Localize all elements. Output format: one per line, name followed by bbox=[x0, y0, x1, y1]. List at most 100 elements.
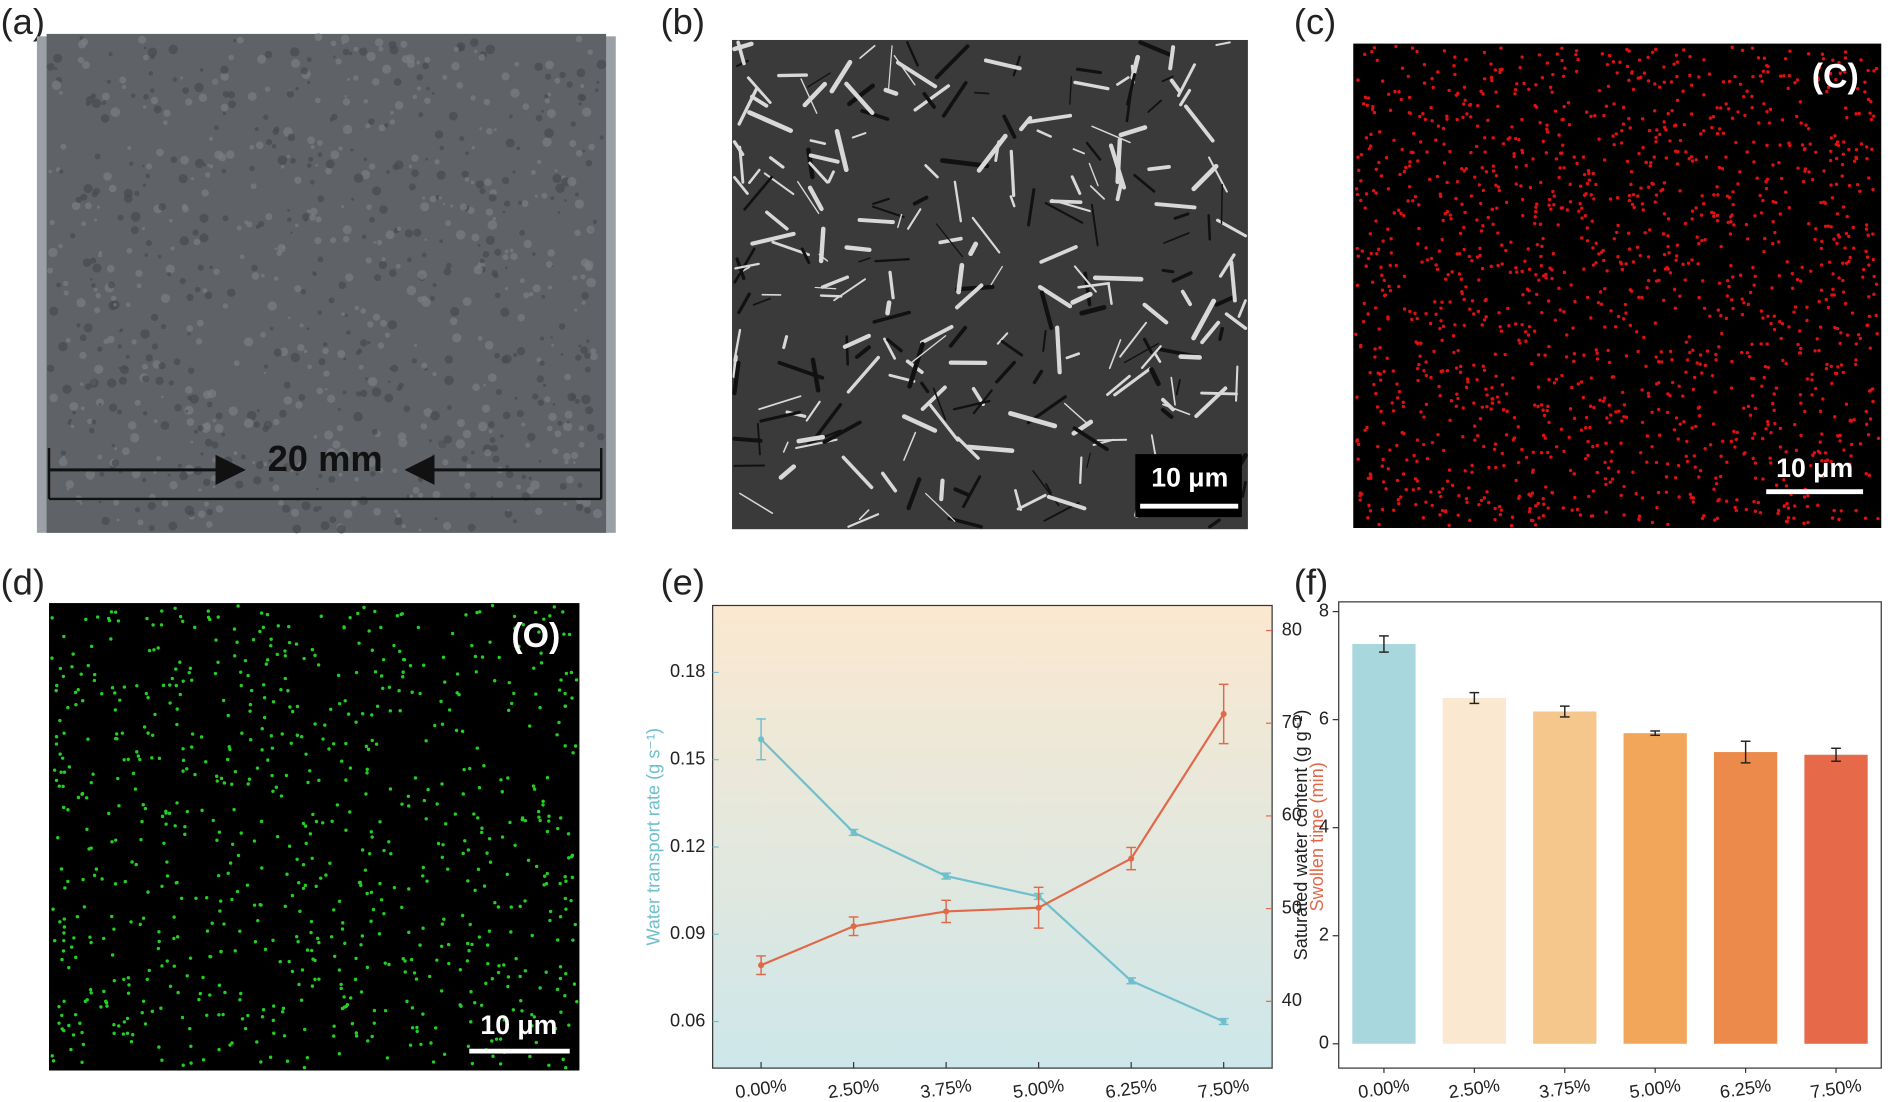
eds-dot bbox=[1437, 384, 1441, 389]
texture bbox=[173, 358, 181, 366]
eds-dot bbox=[178, 660, 182, 664]
eds-dot bbox=[70, 665, 74, 669]
texture bbox=[79, 382, 84, 386]
texture bbox=[123, 365, 127, 370]
eds-dot bbox=[405, 999, 409, 1004]
eds-dot bbox=[460, 729, 465, 734]
eds-dot bbox=[1751, 436, 1755, 440]
eds-dot bbox=[469, 1020, 473, 1024]
eds-dot bbox=[1694, 424, 1698, 429]
texture bbox=[395, 263, 401, 269]
eds-dot bbox=[1388, 263, 1392, 268]
texture bbox=[408, 164, 413, 169]
eds-dot bbox=[1616, 255, 1620, 259]
eds-dot bbox=[61, 784, 65, 789]
eds-dot bbox=[1568, 468, 1573, 473]
eds-dot bbox=[1675, 162, 1680, 166]
eds-dot bbox=[1562, 449, 1566, 453]
texture bbox=[758, 395, 802, 411]
eds-dot bbox=[1478, 417, 1483, 421]
texture bbox=[180, 76, 184, 80]
eds-dot bbox=[1505, 409, 1509, 414]
eds-dot bbox=[476, 816, 480, 820]
texture bbox=[153, 105, 162, 114]
eds-dot bbox=[1557, 133, 1561, 137]
eds-dot bbox=[1799, 401, 1803, 405]
texture bbox=[257, 54, 267, 64]
panel-label: (d) bbox=[1, 562, 45, 603]
texture bbox=[280, 164, 285, 169]
texture bbox=[185, 98, 193, 106]
eds-dot bbox=[1497, 188, 1502, 193]
eds-dot bbox=[151, 623, 155, 627]
texture bbox=[557, 420, 563, 426]
eds-dot bbox=[502, 963, 506, 967]
eds-dot bbox=[1808, 142, 1812, 146]
texture bbox=[1070, 175, 1082, 195]
texture bbox=[290, 58, 301, 68]
eds-dot bbox=[1482, 318, 1487, 322]
texture bbox=[326, 448, 335, 456]
texture bbox=[169, 481, 178, 490]
eds-dot bbox=[1475, 377, 1479, 382]
eds-dot bbox=[446, 942, 451, 947]
texture bbox=[89, 278, 93, 281]
eds-dot bbox=[407, 804, 411, 808]
eds-dot bbox=[74, 703, 78, 707]
eds-dot bbox=[1449, 399, 1454, 403]
eds-dot bbox=[490, 603, 495, 608]
eds-dot bbox=[1395, 382, 1399, 386]
eds-dot bbox=[1785, 260, 1789, 264]
eds-dot bbox=[1464, 57, 1468, 62]
eds-dot bbox=[1546, 404, 1550, 409]
eds-dot bbox=[1548, 85, 1553, 90]
texture bbox=[128, 421, 137, 430]
texture bbox=[337, 407, 341, 412]
eds-dot bbox=[1730, 359, 1734, 364]
texture bbox=[215, 412, 223, 420]
y2-tick-label: 50 bbox=[1282, 897, 1302, 917]
eds-dot bbox=[1520, 55, 1524, 59]
eds-dot bbox=[240, 731, 244, 735]
texture bbox=[338, 281, 347, 289]
point bbox=[1220, 1018, 1227, 1025]
eds-dot bbox=[1496, 185, 1501, 189]
eds-dot bbox=[1523, 330, 1528, 334]
eds-dot bbox=[333, 954, 337, 958]
texture bbox=[567, 392, 577, 402]
eds-dot bbox=[249, 688, 254, 693]
eds-dot bbox=[356, 611, 360, 616]
texture bbox=[204, 438, 213, 447]
eds-dot bbox=[82, 905, 87, 909]
eds-dot bbox=[1697, 75, 1701, 79]
texture bbox=[502, 354, 512, 364]
eds-dot bbox=[1597, 137, 1601, 141]
eds-dot bbox=[1367, 147, 1371, 151]
eds-dot bbox=[1421, 112, 1425, 116]
eds-dot bbox=[1872, 292, 1876, 297]
eds-dot bbox=[1837, 517, 1841, 522]
texture bbox=[510, 88, 520, 98]
eds-dot bbox=[512, 614, 517, 619]
eds-dot bbox=[1753, 274, 1757, 279]
eds-dot bbox=[1379, 409, 1383, 414]
eds-dot bbox=[415, 1029, 419, 1034]
eds-dot bbox=[564, 907, 568, 911]
eds-dot bbox=[1491, 397, 1495, 401]
eds-dot bbox=[1443, 277, 1448, 281]
texture bbox=[145, 354, 153, 362]
eds-dot bbox=[172, 964, 177, 968]
eds-dot bbox=[477, 785, 482, 790]
eds-dot bbox=[447, 708, 452, 712]
eds-dot bbox=[235, 640, 239, 644]
y2-tick-label: 60 bbox=[1282, 805, 1302, 825]
eds-dot bbox=[1654, 355, 1658, 359]
texture bbox=[1161, 268, 1175, 274]
texture bbox=[273, 348, 282, 357]
eds-dot bbox=[160, 1058, 164, 1062]
texture bbox=[474, 49, 478, 54]
eds-dot bbox=[1822, 169, 1826, 173]
eds-dot bbox=[1664, 475, 1669, 479]
eds-dot bbox=[1651, 182, 1655, 186]
eds-dot bbox=[454, 728, 459, 733]
